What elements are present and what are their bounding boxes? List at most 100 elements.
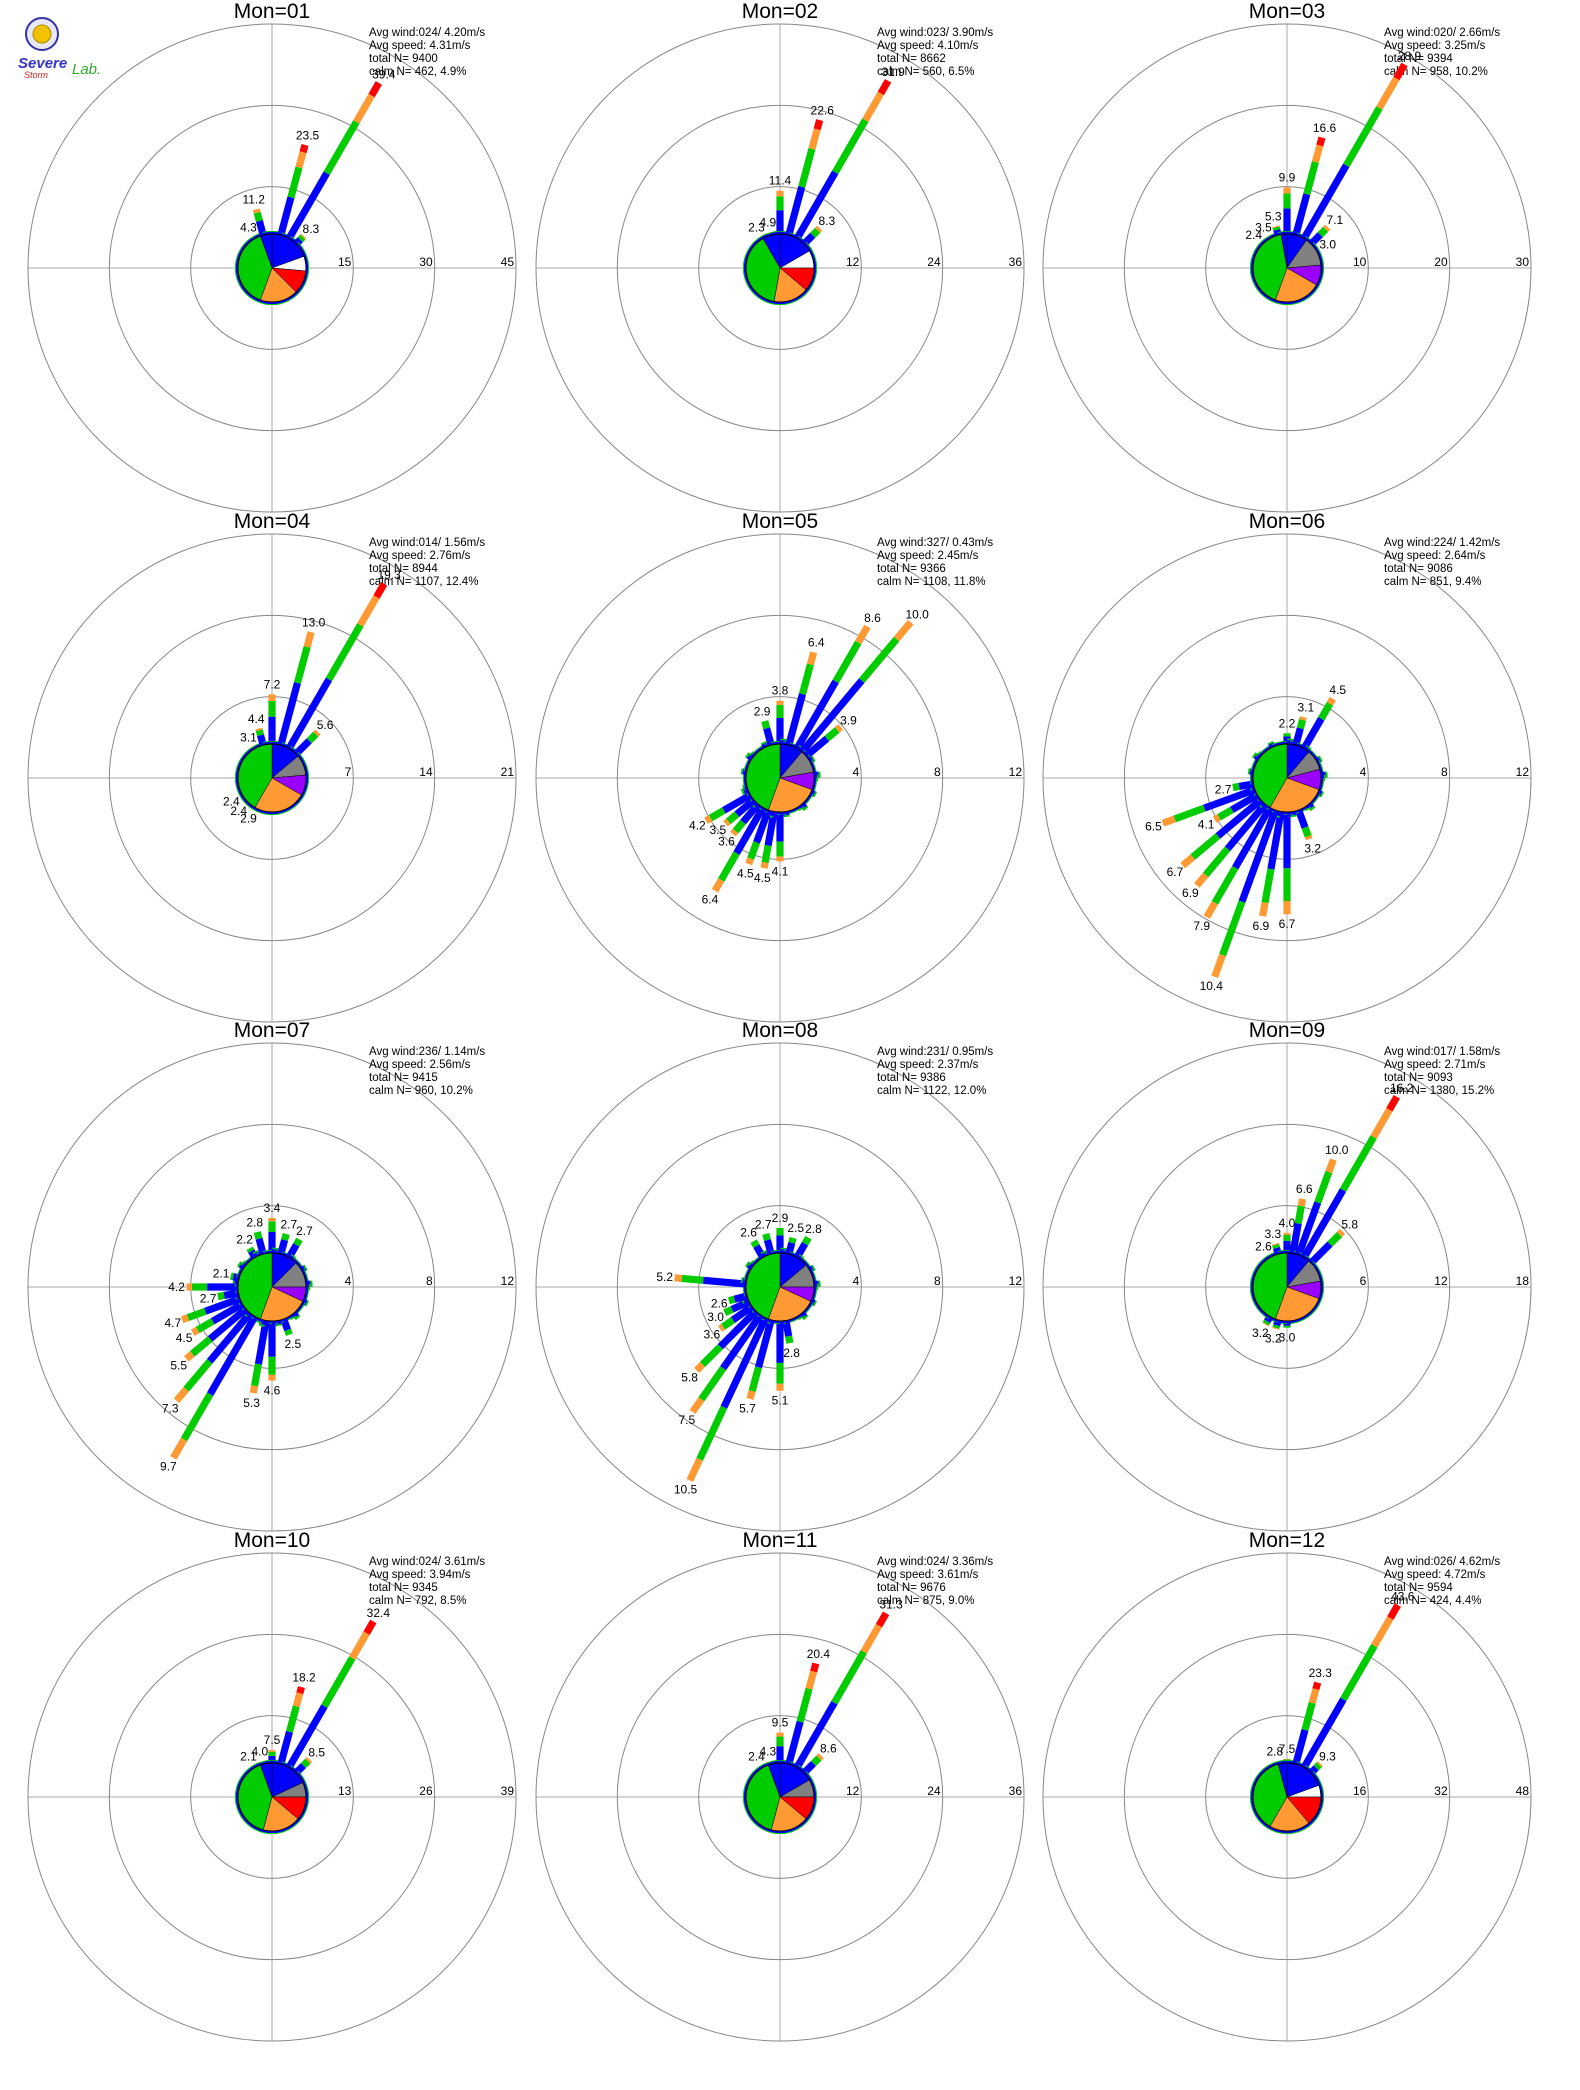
bar-20-seg-2 [1325,1158,1337,1174]
bar-230-seg-1 [241,1817,247,1824]
bar-label-200: 10.4 [1200,979,1224,993]
bar-55-seg-1 [807,1263,813,1269]
bar-345-seg-1 [1272,226,1281,231]
bar-210-seg-0 [733,805,767,856]
bar-50-seg-0 [803,735,830,759]
bar-305-seg-1 [1251,752,1258,759]
bar-label-30: 2.8 [805,1222,822,1236]
bar-230-seg-1 [726,811,740,825]
bar-30-seg-1 [832,640,862,684]
ring-label-3: 36 [1009,1784,1023,1798]
bar-label-45: 8.3 [303,222,320,236]
bar-210-seg-0 [1264,1314,1274,1324]
bar-15-seg-2 [303,631,315,648]
bar-label-315: 2.4 [1245,228,1262,242]
bar-210-seg-0 [1232,805,1274,870]
ring-3 [535,1552,1025,2042]
pie-outline [1252,743,1322,813]
bar-30-seg-3 [877,78,892,96]
bar-330-seg-0 [248,1249,259,1260]
bar-label-0: 11.4 [769,174,792,188]
bar-30-seg-3 [1387,1603,1401,1620]
bar-label-30: 43.6 [1391,1589,1415,1603]
bar-310-seg-1 [749,241,755,248]
bar-label-220: 3.6 [718,835,735,849]
bar-30-seg-0 [1300,716,1325,751]
bar-45-seg-2 [313,729,321,737]
stat-line-3: total N= 9415 [369,1072,438,1084]
bar-15-seg-3 [810,1662,820,1673]
bar-255-seg-1 [728,1295,736,1305]
bar-330-seg-1 [750,1239,760,1248]
bar-60-seg-0 [299,1265,307,1273]
ring-label-1: 13 [338,1784,352,1798]
bar-label-45: 8.6 [820,1742,837,1756]
bar-145-seg-1 [1305,1314,1311,1320]
bar-140-seg-1 [800,293,807,299]
bar-305-seg-0 [746,753,754,761]
bar-130-seg-1 [1312,1817,1318,1824]
ring-label-2: 20 [1434,255,1448,269]
bar-15-seg-1 [1303,161,1319,196]
bar-230-seg-1 [749,1817,755,1824]
bar-250-seg-0 [742,786,750,795]
bar-label-180: 4.1 [772,864,789,878]
bar-305-seg-1 [239,1773,245,1779]
bar-10-seg-0 [1289,1222,1302,1255]
bar-305-seg-1 [1254,1773,1260,1779]
bar-250-seg-0 [204,1295,242,1315]
bar-225-seg-1 [243,1820,249,1826]
bar-50-seg-1 [824,727,840,742]
bar-label-30: 39.4 [372,67,396,81]
bar-220-seg-2 [1194,872,1209,888]
bar-label-30: 4.5 [1329,683,1346,697]
bar-145-seg-1 [1305,295,1311,301]
bar-label-0: 7.5 [264,1733,281,1747]
bar-140-seg-1 [802,1314,809,1321]
bar-320-seg-1 [1260,237,1267,243]
bar-135-seg-1 [295,1310,301,1316]
pie-outline [745,743,815,813]
bar-315-seg-1 [1258,1768,1264,1774]
bar-50-seg-1 [1312,751,1318,758]
bar-130-seg-1 [1312,288,1318,295]
bar-305-seg-1 [1254,244,1260,250]
bar-140-seg-1 [800,1822,807,1828]
bar-210-seg-2 [170,1437,188,1460]
bar-135-seg-1 [1310,1820,1316,1826]
bar-230-seg-1 [241,798,247,805]
bar-200-seg-1 [747,841,760,860]
ring-1 [698,186,862,350]
bar-145-seg-1 [798,806,805,812]
bar-15-seg-1 [286,1705,300,1733]
bar-35-seg-1 [1305,1254,1311,1260]
bar-15-seg-0 [277,196,295,237]
ring-label-2: 8 [426,1274,433,1288]
bar-label-345: 4.0 [251,1745,268,1759]
bar-label-245: 3.0 [707,1310,724,1324]
ring-label-3: 48 [1516,1784,1530,1798]
bar-45-seg-2 [1323,224,1331,232]
bar-220-seg-0 [740,801,761,825]
bar-195-seg-2 [746,1390,756,1400]
bar-45-seg-1 [803,1258,809,1264]
bar-45-seg-0 [293,237,303,247]
bar-305-seg-1 [239,754,245,760]
ring-label-3: 45 [501,255,515,269]
bar-35-seg-1 [798,1253,805,1259]
bar-345-seg-0 [257,734,267,747]
bar-240-seg-0 [210,1300,245,1325]
bar-230-seg-2 [184,1351,195,1362]
bar-label-15: 13.0 [302,615,326,629]
bar-305-seg-1 [744,752,751,759]
bar-190-seg-1 [1261,868,1275,904]
stat-line-4: calm N= 875, 9.0% [877,1595,974,1607]
bar-115-seg-1 [813,791,818,798]
bar-130-seg-1 [297,1307,303,1314]
stat-line-4: calm N= 1108, 11.8% [877,576,986,588]
bar-30-seg-2 [1376,76,1400,110]
logo-text-top: Severe [18,55,67,72]
stat-line-2: Avg speed: 4.10m/s [877,40,979,52]
bar-130-seg-1 [1312,798,1318,805]
